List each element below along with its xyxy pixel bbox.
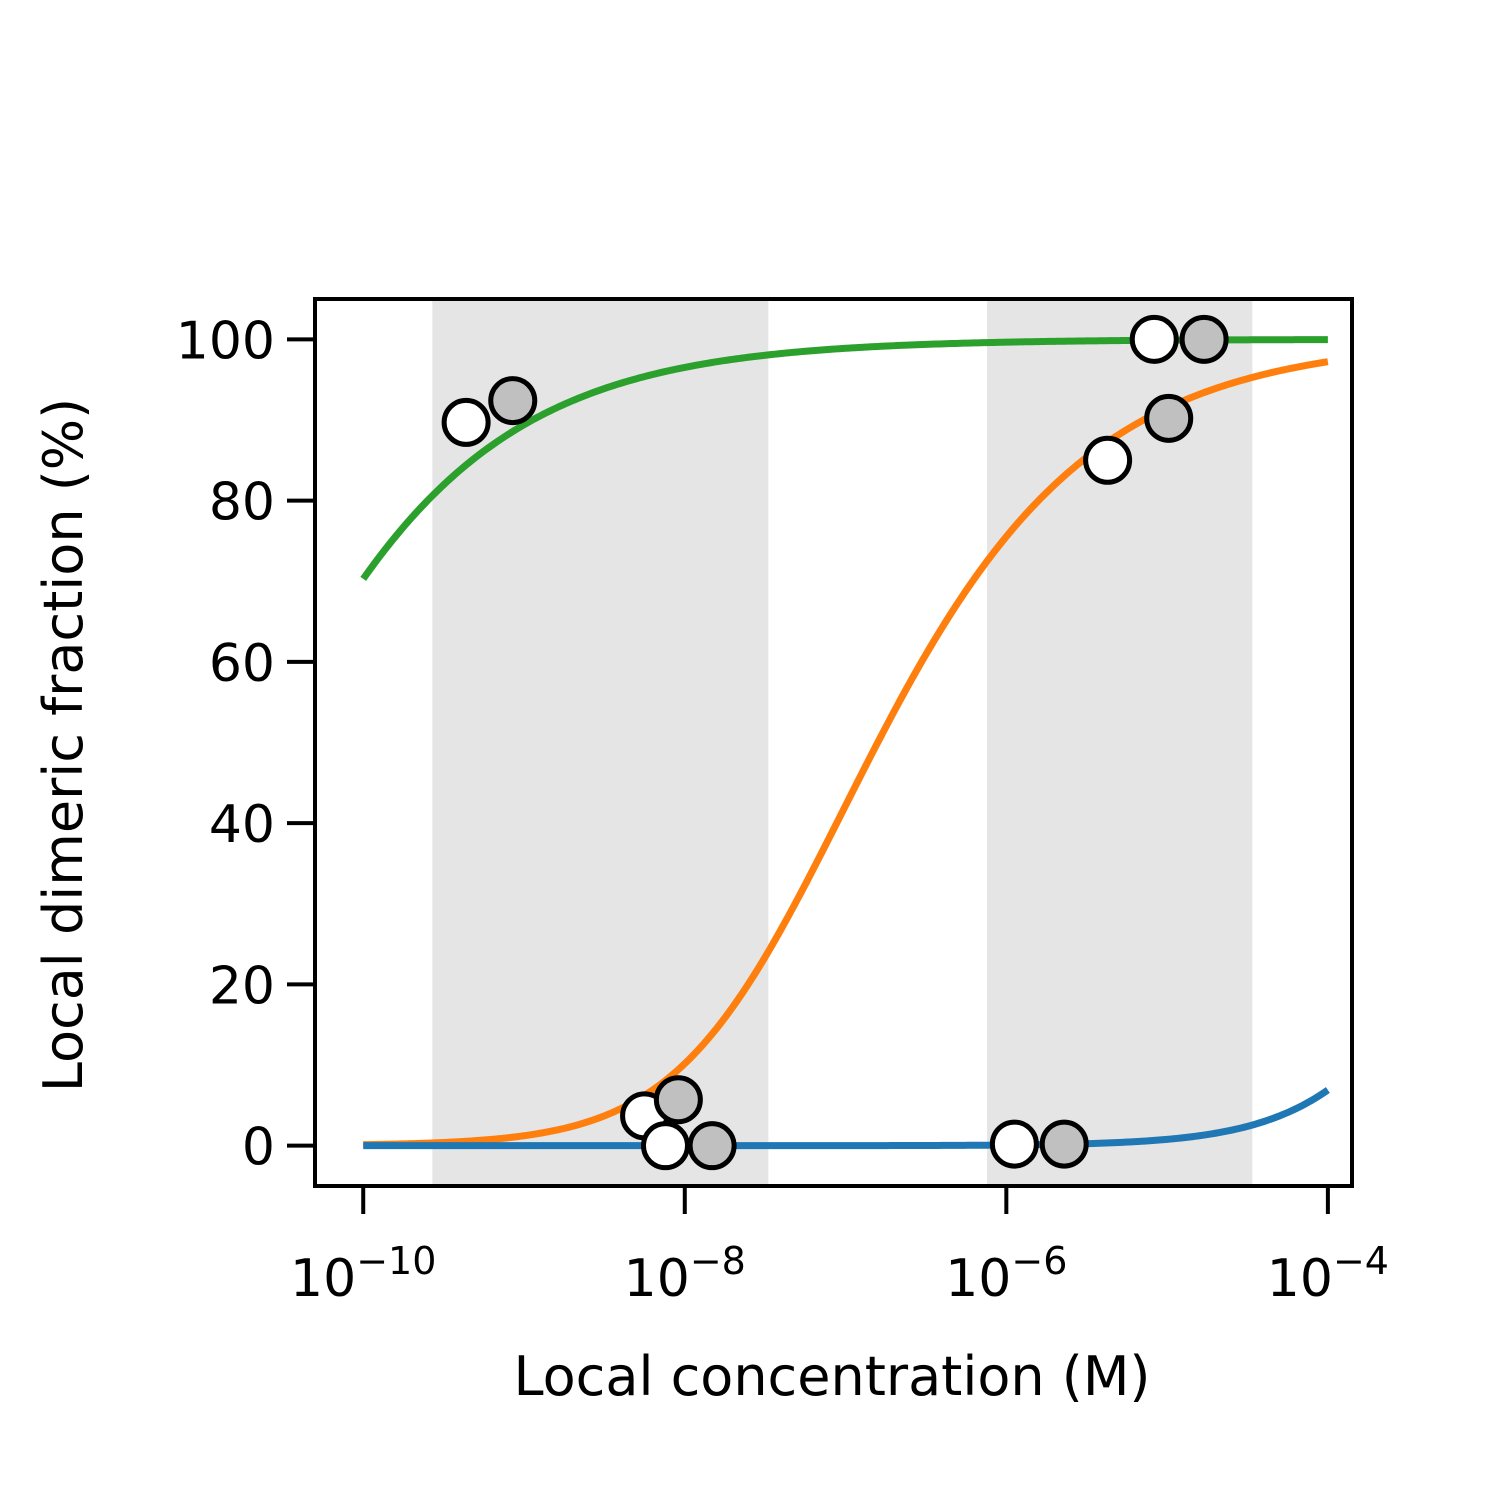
y-axis: 0 20 40 60 80 100 [176,311,315,1178]
y-tick-label: 20 [209,956,275,1016]
data-point-12 [1039,1119,1089,1169]
y-axis-label: Local dimeric fraction (%) [32,398,95,1092]
y-tick-label: 100 [176,311,275,371]
data-point-10 [687,1121,737,1171]
y-tick-label: 0 [242,1118,275,1178]
curve-low-affinity [363,1087,1330,1150]
x-tick-label: 10−4 [1267,1239,1389,1309]
data-point-3 [1129,314,1179,364]
x-tick-label: 10−8 [624,1239,746,1309]
y-tick-label: 80 [209,473,275,533]
x-axis-label: Local concentration (M) [513,1345,1150,1408]
data-point-8 [653,1075,703,1125]
data-point-5 [1083,435,1133,485]
data-point-4 [1179,314,1229,364]
plot-frame [313,297,1354,1188]
data-point-2 [488,376,538,426]
data-point-1 [441,397,491,447]
y-tick-label: 60 [209,634,275,694]
data-points [441,314,1229,1171]
data-point-6 [1144,393,1194,443]
x-tick-label: 10−6 [945,1239,1067,1309]
data-point-11 [989,1119,1039,1169]
x-axis: 10−10 10−8 10−6 10−4 [290,1186,1389,1309]
x-tick-label: 10−10 [290,1239,436,1309]
y-tick-label: 40 [209,795,275,855]
data-point-9 [640,1121,690,1171]
